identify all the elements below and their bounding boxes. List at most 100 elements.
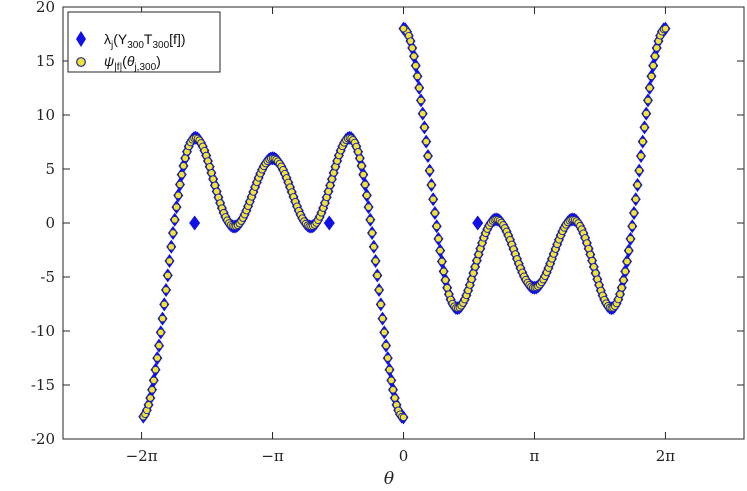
x-axis-label: θ xyxy=(384,469,394,489)
y-tick-label: 0 xyxy=(45,214,55,232)
psi-point xyxy=(363,191,371,200)
legend-psi-sub1: |f| xyxy=(114,62,122,73)
psi-point xyxy=(172,203,181,211)
psi-point xyxy=(170,215,179,224)
psi-point xyxy=(384,354,392,362)
psi-point xyxy=(591,269,600,277)
psi-point xyxy=(357,162,366,170)
legend-psi-mid1: ( xyxy=(122,53,127,69)
psi-point xyxy=(661,24,670,33)
legend: λj(Y300T300[f]) ψ|f|(θj,300) xyxy=(67,11,221,73)
psi-point xyxy=(432,222,441,231)
psi-point xyxy=(434,235,443,243)
y-tick-label: -20 xyxy=(31,430,55,448)
psi-point xyxy=(618,284,626,292)
psi-point xyxy=(438,257,446,266)
y-tick-label: 20 xyxy=(36,0,55,16)
y-tick-label: 5 xyxy=(45,160,55,178)
psi-point xyxy=(329,169,338,177)
psi-point xyxy=(626,235,635,243)
psi-point xyxy=(399,413,408,422)
x-tick-label: −2π xyxy=(126,447,158,465)
psi-point xyxy=(651,52,659,60)
series-psi xyxy=(139,24,670,422)
psi-point xyxy=(422,137,430,146)
legend-circle-marker xyxy=(76,57,86,67)
legend-psi-main: ψ xyxy=(104,53,114,69)
psi-point xyxy=(644,96,652,105)
psi-point xyxy=(590,263,598,271)
legend-eig-mid1: (Y xyxy=(113,31,128,47)
psi-point xyxy=(625,246,633,255)
y-tick-label: 15 xyxy=(36,52,55,70)
psi-point xyxy=(371,257,380,265)
psi-point xyxy=(616,290,624,298)
psi-point xyxy=(642,109,650,118)
psi-point xyxy=(160,300,169,309)
psi-point xyxy=(420,123,429,132)
psi-point xyxy=(382,341,390,350)
psi-point xyxy=(621,267,630,276)
psi-point xyxy=(623,257,631,266)
psi-point xyxy=(652,44,661,52)
psi-point xyxy=(375,286,383,294)
psi-point xyxy=(424,152,432,160)
x-tick-label: −π xyxy=(261,447,284,465)
y-tick-label: -5 xyxy=(40,268,55,286)
legend-eig-mid2: T xyxy=(144,31,153,47)
psi-point xyxy=(637,152,645,160)
psi-point xyxy=(356,154,364,162)
legend-eigenvalue-label: λj(Y300T300[f]) xyxy=(104,31,186,51)
psi-point xyxy=(169,229,177,237)
psi-point xyxy=(148,386,156,394)
psi-point xyxy=(640,123,649,132)
psi-point xyxy=(633,181,642,189)
psi-point xyxy=(328,175,336,183)
y-tick-label: 10 xyxy=(36,106,55,124)
psi-point xyxy=(429,195,437,203)
psi-point xyxy=(181,154,189,162)
psi-point xyxy=(179,162,188,170)
x-tick-label: 2π xyxy=(656,447,676,465)
psi-point xyxy=(364,203,373,211)
y-tick-label: -10 xyxy=(31,322,55,340)
psi-point xyxy=(366,215,375,224)
psi-point xyxy=(427,181,436,189)
psi-point xyxy=(165,257,174,265)
psi-point xyxy=(443,284,451,292)
psi-point xyxy=(162,286,170,294)
psi-point xyxy=(645,84,654,92)
psi-point xyxy=(415,84,423,92)
legend-psi-sub2: j,300 xyxy=(133,62,156,73)
legend-box xyxy=(67,11,221,73)
psi-point xyxy=(164,271,172,280)
psi-point xyxy=(406,37,415,45)
psi-point xyxy=(359,170,368,179)
psi-point xyxy=(155,341,163,350)
psi-point xyxy=(385,365,394,374)
psi-point xyxy=(425,166,434,175)
eigenvalue-outlier-point xyxy=(189,215,201,231)
psi-point xyxy=(354,148,362,156)
legend-psi-italic2: θ xyxy=(127,53,135,69)
psi-point xyxy=(588,256,596,265)
psi-point xyxy=(153,354,162,362)
psi-point xyxy=(441,276,450,284)
psi-point xyxy=(361,180,369,189)
psi-point xyxy=(389,386,397,394)
psi-point xyxy=(436,246,444,255)
legend-psi-label: ψ|f|(θj,300) xyxy=(104,53,161,73)
psi-point xyxy=(151,365,160,374)
x-axis-ticks: −2π −π 0 π 2π xyxy=(126,7,676,465)
psi-point xyxy=(324,187,333,196)
psi-point xyxy=(413,72,422,81)
psi-point xyxy=(628,222,637,231)
psi-point xyxy=(158,314,167,323)
psi-point xyxy=(647,72,656,81)
psi-point xyxy=(207,169,216,177)
psi-point xyxy=(387,376,396,385)
psi-point xyxy=(431,209,439,217)
psi-point xyxy=(211,181,219,190)
data-series xyxy=(138,21,671,425)
psi-point xyxy=(368,229,376,237)
